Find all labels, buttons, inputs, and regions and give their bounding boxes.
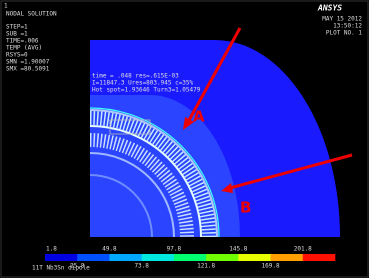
brand-line: PLOT NO. 1 <box>326 30 363 37</box>
header-line: SMN =1.90007 <box>6 59 50 66</box>
colorbar-label: 145.8 <box>229 246 247 253</box>
overlay-line: I=11847.3 Ures=803.945 c=35% <box>92 80 194 87</box>
header-line: STEP=1 <box>6 24 28 31</box>
colorbar-label: 169.8 <box>262 263 280 270</box>
overlay-line: Hot spot=1.93646 Turn3=1.05479 <box>92 87 201 94</box>
callout-b: B <box>240 199 251 217</box>
brand-line: 13:50:12 <box>333 23 362 30</box>
colorbar-segment <box>109 254 142 261</box>
header-title: NODAL SOLUTION <box>6 11 57 18</box>
colorbar-label: 97.8 <box>167 246 182 253</box>
colorbar-label: 25.8 <box>70 263 85 270</box>
colorbar-label: 201.8 <box>294 246 312 253</box>
colorbar-label: 1.8 <box>46 246 57 253</box>
header-line: TEMP (AVG) <box>6 45 42 52</box>
colorbar-segment <box>303 254 336 261</box>
overlay-line: time = .048 res=.615E-03 <box>92 73 179 80</box>
colorbar-segment <box>174 254 207 261</box>
colorbar-segment <box>77 254 110 261</box>
brand-line: MAY 15 2012 <box>322 16 362 23</box>
window-number: 1 <box>4 3 8 10</box>
brand: ANSYS <box>317 4 342 13</box>
header-line: TIME=.006 <box>6 38 39 45</box>
colorbar-segment <box>238 254 271 261</box>
colorbar-segment <box>142 254 175 261</box>
callout-a: A <box>193 108 205 126</box>
colorbar-label: 49.8 <box>102 246 117 253</box>
header-line: RSYS=0 <box>6 52 28 59</box>
colorbar-segment <box>271 254 304 261</box>
header-line: SUB =1 <box>6 31 28 38</box>
screenshot: A B 1 NODAL SOLUTION ANSYS 11T Nb3Sn dip… <box>0 0 369 278</box>
colorbar-label: 73.8 <box>134 263 149 270</box>
colorbar-segment <box>45 254 78 261</box>
header-line: SMX =80.5091 <box>6 66 50 73</box>
colorbar-segment <box>206 254 239 261</box>
colorbar-label: 121.8 <box>197 263 215 270</box>
